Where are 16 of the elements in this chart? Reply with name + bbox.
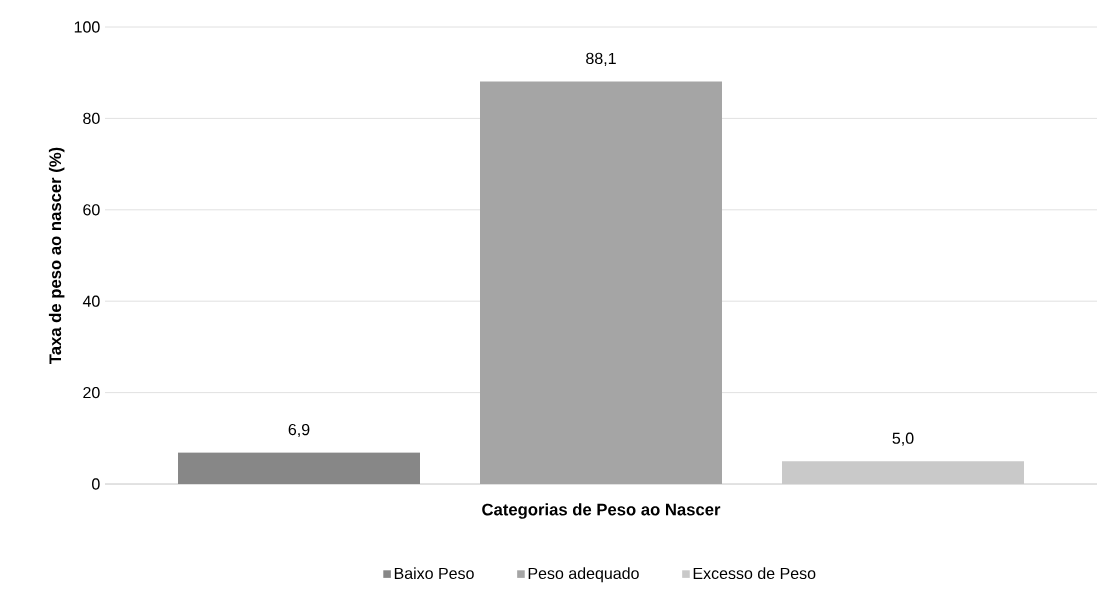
y-tick-label: 100 <box>74 21 100 33</box>
data-label: 5,0 <box>892 432 914 446</box>
legend-label: Baixo Peso <box>394 567 474 580</box>
data-label: 88,1 <box>586 52 616 67</box>
bar <box>480 81 723 484</box>
legend-label: Peso adequado <box>528 567 639 583</box>
y-tick-label: 20 <box>83 386 100 399</box>
y-tick-label: 40 <box>82 295 100 307</box>
bar <box>178 452 421 484</box>
y-tick-label: 0 <box>92 478 100 490</box>
y-tick-label: 60 <box>83 204 100 216</box>
data-label: 6,9 <box>288 423 310 438</box>
y-tick-label: 80 <box>83 112 100 125</box>
y-axis-title: Taxa de peso ao nascer (%) <box>48 147 65 364</box>
x-axis-title: Categorias de Peso ao Nascer <box>482 503 721 519</box>
legend-label: Excesso de Peso <box>693 567 816 580</box>
